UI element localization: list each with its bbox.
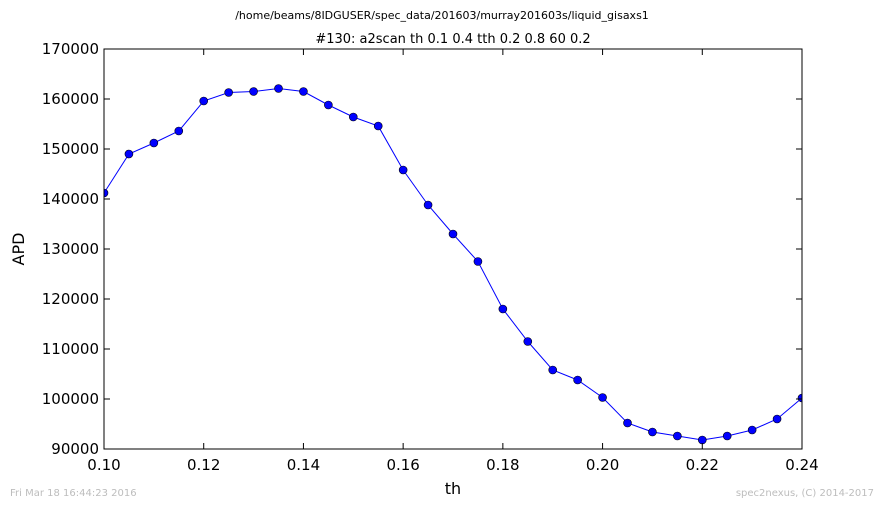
data-point bbox=[174, 126, 184, 136]
y-tick-label: 160000 bbox=[42, 90, 99, 108]
y-tick-label: 170000 bbox=[42, 40, 99, 58]
y-tick-label: 140000 bbox=[42, 190, 99, 208]
footer-credit: spec2nexus, (C) 2014-2017 bbox=[735, 488, 874, 499]
series-group bbox=[104, 84, 802, 445]
x-tick-label: 0.14 bbox=[287, 456, 320, 474]
data-point bbox=[523, 337, 533, 346]
data-point bbox=[249, 87, 258, 96]
data-point bbox=[772, 414, 782, 424]
x-tick-label: 0.18 bbox=[486, 456, 519, 474]
x-tick-label: 0.12 bbox=[187, 456, 220, 474]
y-axis-label: APD bbox=[9, 233, 28, 266]
data-point bbox=[623, 418, 632, 428]
y-tick-label: 110000 bbox=[42, 340, 99, 358]
data-point bbox=[299, 87, 308, 96]
data-point bbox=[104, 188, 109, 198]
data-point bbox=[199, 96, 209, 106]
data-point bbox=[149, 138, 159, 148]
y-tick-label: 90000 bbox=[51, 440, 99, 458]
series-line bbox=[104, 87, 802, 441]
y-tick-label: 130000 bbox=[42, 240, 99, 258]
axes: 0.10 0.12 0.14 0.16 0.18 0.20 0.22 0.24 90000 100… bbox=[42, 40, 819, 474]
plot-frame bbox=[103, 48, 803, 450]
chart-title: #130: a2scan th 0.1 0.4 tth 0.2 0.8 60 0… bbox=[315, 32, 590, 47]
x-tick-label: 0.16 bbox=[386, 456, 419, 474]
data-point bbox=[747, 425, 757, 435]
data-point bbox=[373, 121, 383, 131]
chart-suptitle: /home/beams/8IDGUSER/spec_data/201603/mu… bbox=[235, 9, 649, 22]
data-point bbox=[797, 393, 802, 403]
data-point bbox=[573, 375, 582, 385]
data-point bbox=[548, 365, 558, 375]
data-point bbox=[673, 431, 682, 441]
footer-timestamp: Fri Mar 18 16:44:23 2016 bbox=[10, 488, 137, 499]
x-tick-label: 0.10 bbox=[87, 456, 120, 474]
x-tick-label: 0.20 bbox=[586, 456, 619, 474]
x-tick-label: 0.24 bbox=[785, 456, 818, 474]
data-point bbox=[722, 431, 732, 441]
x-axis-label: th bbox=[445, 479, 461, 498]
x-tick-label: 0.22 bbox=[686, 456, 719, 474]
data-point bbox=[498, 304, 508, 314]
data-point bbox=[473, 257, 483, 266]
y-tick-label: 150000 bbox=[42, 140, 99, 158]
data-point bbox=[324, 100, 333, 110]
data-point bbox=[124, 149, 134, 159]
data-point bbox=[448, 229, 458, 239]
y-tick-label: 100000 bbox=[42, 390, 99, 408]
y-tick-label: 120000 bbox=[42, 290, 99, 308]
data-point bbox=[274, 84, 283, 93]
data-point bbox=[648, 427, 657, 437]
data-point bbox=[224, 88, 233, 97]
plot-area bbox=[104, 84, 802, 445]
data-point bbox=[348, 112, 358, 122]
data-point bbox=[598, 393, 607, 402]
data-point bbox=[398, 165, 408, 175]
data-point bbox=[423, 200, 433, 210]
data-point bbox=[697, 435, 707, 445]
